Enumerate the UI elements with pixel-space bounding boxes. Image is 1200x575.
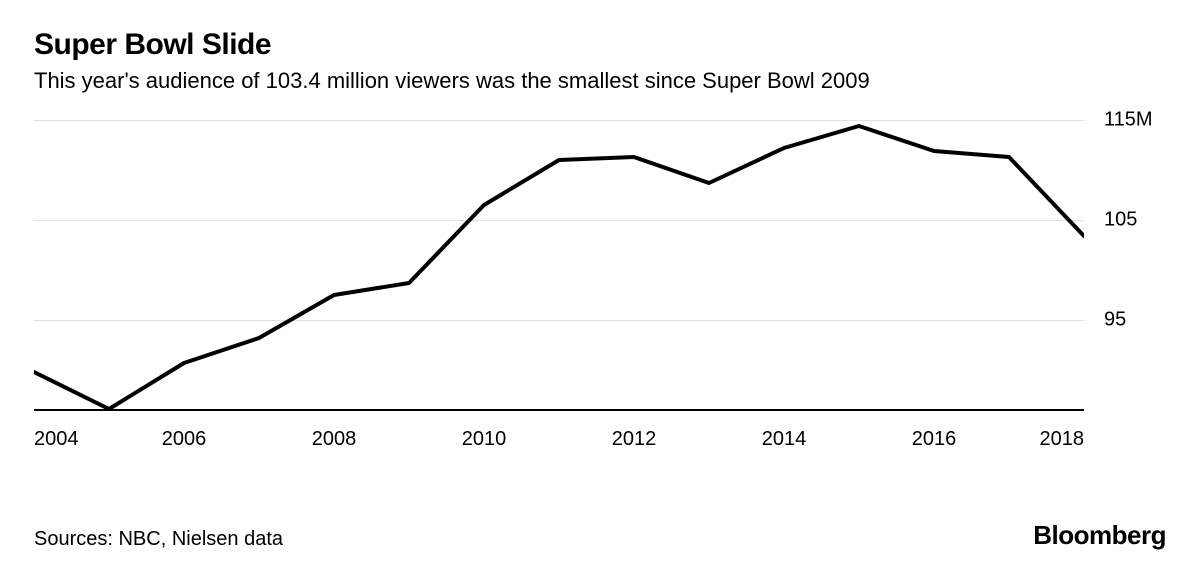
chart-footer: Sources: NBC, Nielsen data Bloomberg bbox=[34, 520, 1166, 551]
y-tick-label: 105 bbox=[1104, 209, 1137, 232]
y-tick-label: 115M bbox=[1104, 109, 1153, 132]
sources-text: Sources: NBC, Nielsen data bbox=[34, 528, 283, 551]
x-tick-label: 2006 bbox=[162, 428, 207, 451]
brand-logo: Bloomberg bbox=[1033, 520, 1166, 551]
chart-title: Super Bowl Slide bbox=[34, 28, 1166, 62]
line-series bbox=[34, 110, 1084, 410]
chart-area: 115M 105 95 2004 2006 2008 2010 2012 2014 2016 20… bbox=[34, 110, 1166, 480]
x-tick-label: 2010 bbox=[462, 428, 507, 451]
viewers-line bbox=[34, 126, 1084, 409]
x-tick-label: 2016 bbox=[912, 428, 957, 451]
x-tick-label: 2014 bbox=[762, 428, 807, 451]
x-tick-label: 2008 bbox=[312, 428, 357, 451]
y-tick-label: 95 bbox=[1104, 309, 1126, 332]
x-tick-label: 2012 bbox=[612, 428, 657, 451]
chart-subtitle: This year's audience of 103.4 million vi… bbox=[34, 68, 1166, 94]
x-tick-label: 2004 bbox=[34, 428, 79, 451]
x-tick-label: 2018 bbox=[1040, 428, 1085, 451]
